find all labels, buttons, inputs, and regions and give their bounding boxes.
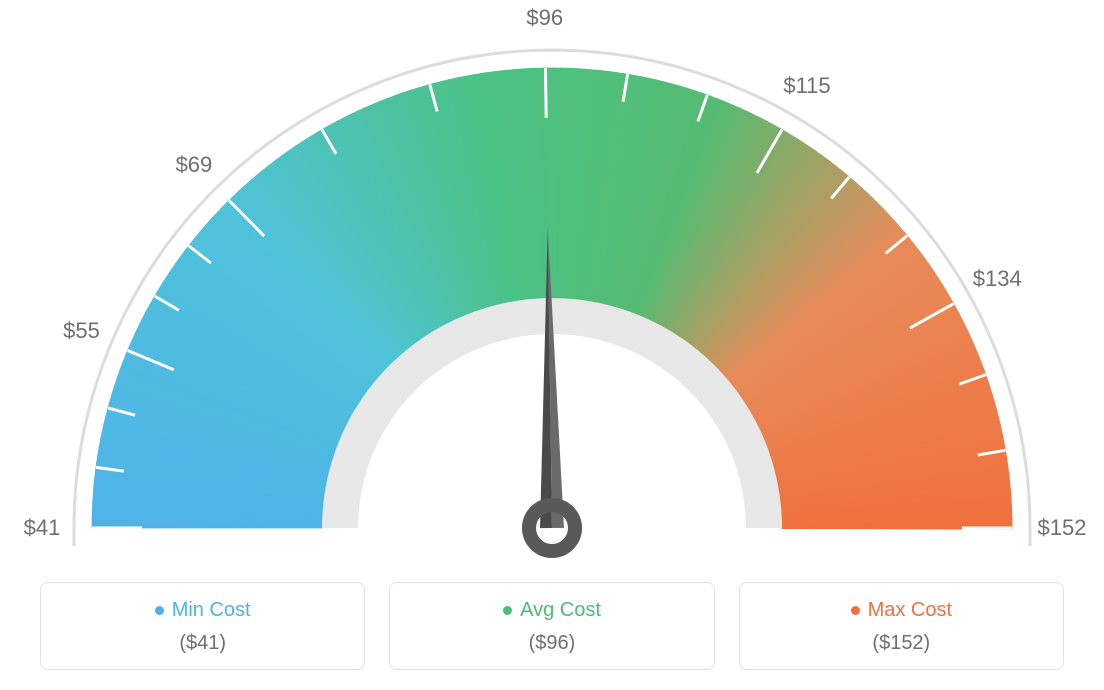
legend-max-card: Max Cost ($152) (739, 582, 1064, 670)
legend-min-value: ($41) (41, 632, 364, 655)
legend-min-title: Min Cost (155, 599, 251, 622)
legend-min-card: Min Cost ($41) (40, 582, 365, 670)
gauge-tick-label: $41 (24, 515, 61, 541)
legend-max-title: Max Cost (851, 599, 952, 622)
legend-max-value: ($152) (740, 632, 1063, 655)
legend-max-label: Max Cost (868, 599, 952, 622)
gauge-tick-label: $69 (176, 152, 213, 178)
cost-gauge-chart: $41 $55 $69 $96 $115 $134 $152 Min Cost ($41) … (0, 0, 1104, 690)
legend-avg-card: Avg Cost ($96) (389, 582, 714, 670)
gauge-tick-label: $115 (783, 73, 830, 99)
legend-min-label: Min Cost (172, 599, 251, 622)
legend-avg-value: ($96) (390, 632, 713, 655)
dot-icon (503, 606, 512, 615)
gauge-tick-label: $55 (63, 318, 100, 344)
legend-avg-title: Avg Cost (503, 599, 601, 622)
gauge-tick-label: $96 (526, 5, 563, 31)
legend-row: Min Cost ($41) Avg Cost ($96) Max Cost (… (40, 582, 1064, 670)
dot-icon (851, 606, 860, 615)
gauge-tick-label: $134 (973, 266, 1022, 292)
gauge-tick-label: $152 (1038, 515, 1087, 541)
gauge-svg (0, 0, 1104, 560)
dot-icon (155, 606, 164, 615)
legend-avg-label: Avg Cost (520, 599, 601, 622)
gauge-area: $41 $55 $69 $96 $115 $134 $152 (0, 0, 1104, 560)
